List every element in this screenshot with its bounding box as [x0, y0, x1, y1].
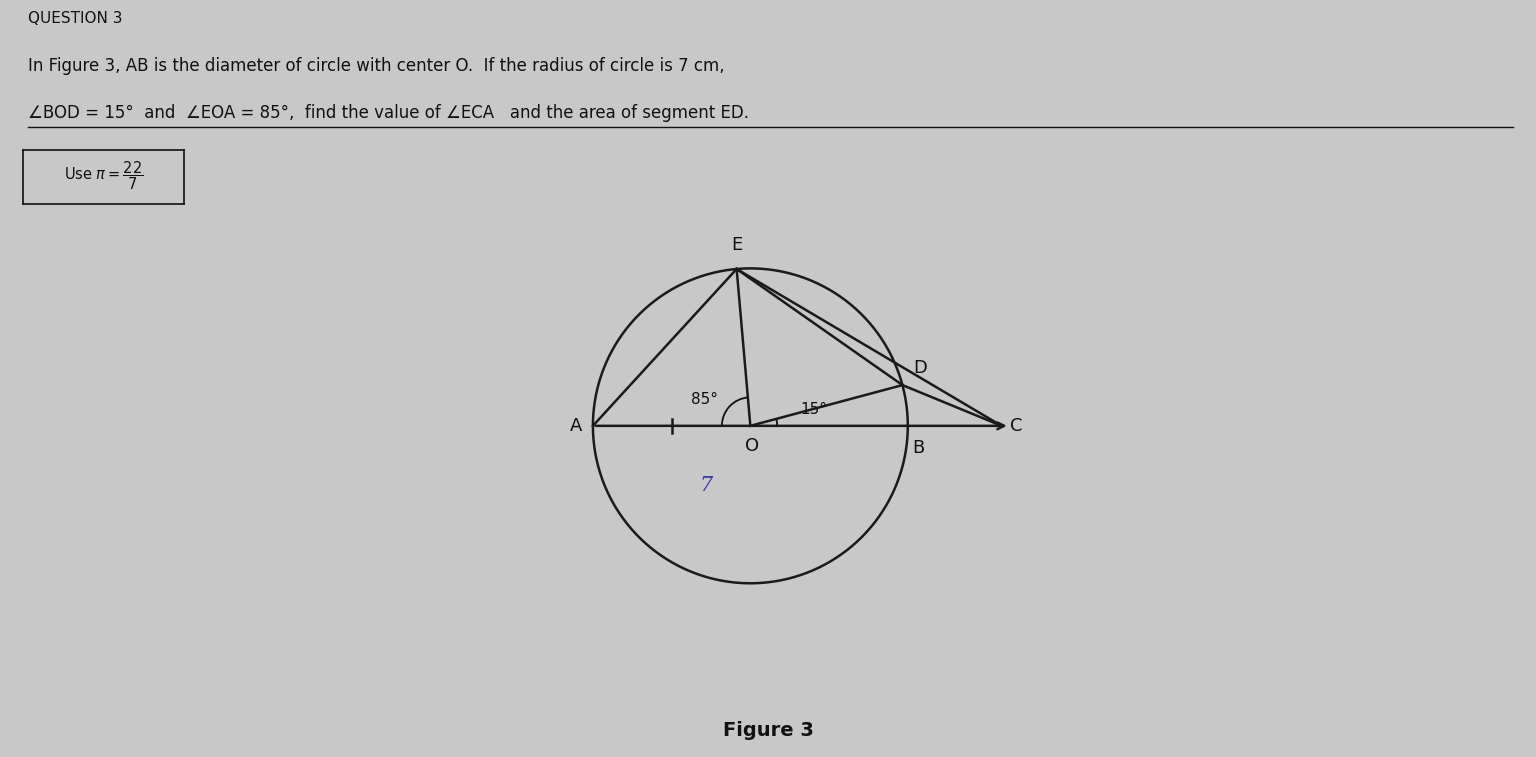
Text: A: A	[570, 417, 582, 435]
Text: In Figure 3, AB is the diameter of circle with center O.  If the radius of circl: In Figure 3, AB is the diameter of circl…	[28, 57, 725, 75]
Text: O: O	[745, 437, 759, 454]
Text: D: D	[914, 359, 928, 377]
Text: 15°: 15°	[800, 401, 828, 416]
Text: E: E	[731, 236, 742, 254]
Text: Use $\pi = \dfrac{22}{7}$: Use $\pi = \dfrac{22}{7}$	[65, 160, 143, 192]
Text: B: B	[912, 439, 925, 457]
Text: ∠BOD = 15°  and  ∠EOA = 85°,  find the value of ∠ECA   and the area of segment E: ∠BOD = 15° and ∠EOA = 85°, find the valu…	[28, 104, 748, 123]
Text: C: C	[1009, 417, 1021, 435]
Text: 7: 7	[699, 476, 713, 495]
Text: 85°: 85°	[691, 391, 719, 407]
Text: QUESTION 3: QUESTION 3	[28, 11, 123, 26]
Text: Figure 3: Figure 3	[722, 721, 814, 740]
